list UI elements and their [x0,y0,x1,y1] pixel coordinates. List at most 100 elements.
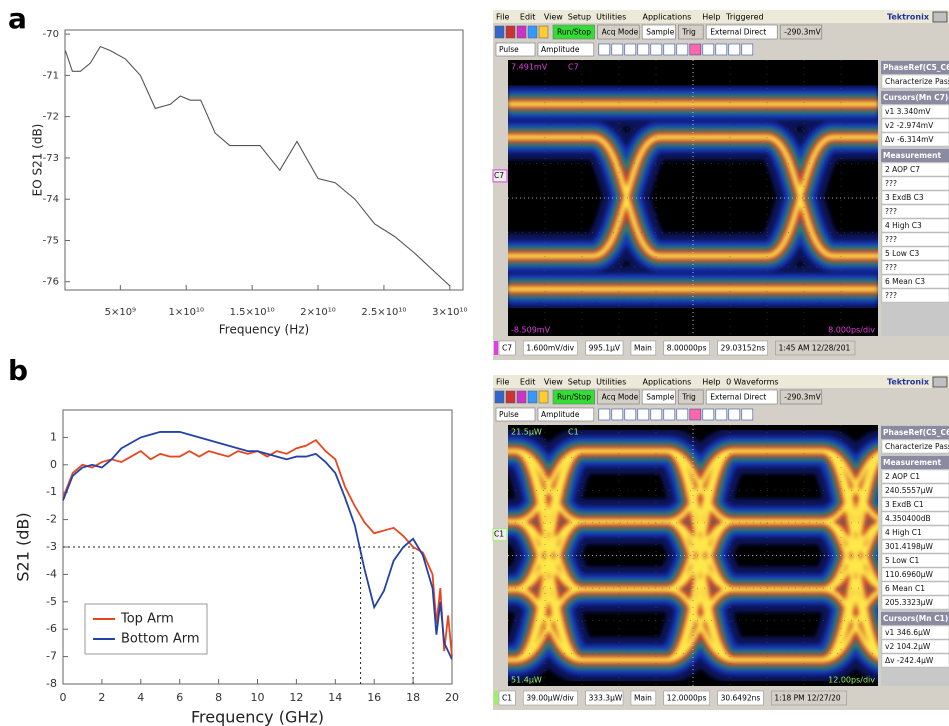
toolbar-icon [598,408,611,421]
x-tick-label: 18 [406,691,420,704]
y-tick-label: -8 [46,677,57,690]
bottom-text: 995.1μV [589,344,621,353]
toolbar-icon [741,43,754,56]
x-tick-label: 16 [367,691,381,704]
screen-label: 51.4μW [511,676,542,685]
bottom-text: Main [634,344,652,353]
toolbar-text: External Direct [710,28,766,37]
bottom-text: 1.600mV/div [526,344,574,353]
y-tick-label: -72 [43,112,59,123]
data-line [62,438,453,657]
toolbar-button [678,389,704,405]
menu-item: Setup [568,378,591,387]
side-item-bg [881,525,949,540]
plot-frame [64,29,464,291]
side-item: ??? [885,235,897,244]
toolbar-button [779,24,823,40]
side-item: 2 AOP C1 [885,472,920,481]
side-item-bg [881,204,949,219]
side-item-bg [881,288,949,303]
x-tick-label: 20 [445,691,459,704]
channel-marker-label: C1 [494,530,504,539]
side-item: 240.5557μW [885,486,934,495]
toolbar-text: Run/Stop [557,393,591,402]
menu-item: Edit [520,378,536,387]
toolbar-icon [676,43,689,56]
dropdown [537,42,595,57]
side-item: Δv -6.314mV [885,135,934,144]
bottom-text: 1:18 PM 12/27/20 [774,694,841,703]
menu-item: Help [702,13,720,22]
side-item: 2 AOP C7 [885,165,920,174]
side-item-bg [881,162,949,177]
side-item: 5 Low C1 [885,556,920,565]
toolbar-text: Trig [681,28,696,37]
toolbar-icon [637,43,650,56]
screen-label: C7 [568,63,579,72]
side-item-bg [881,176,949,191]
side-item-bg [881,246,949,261]
toolbar-text: -290.3mV [784,393,821,402]
bottom-text: 1:45 AM 12/28/201 [779,344,851,353]
toolbar-icon [505,25,516,39]
menu-item: 0 Waveforms [726,378,778,387]
bottom-field [630,340,657,356]
bottom-field [630,690,657,706]
menu-item: View [544,378,563,387]
menu-item: Applications [642,378,691,387]
toolbar-icon [650,43,663,56]
side-item-bg [881,74,949,89]
scope-window: File Edit View Setup Utilities Applications He… [492,375,949,710]
bottom-text: 39.00μW/div [526,694,574,703]
y-tick-label: -1 [46,485,57,498]
side-item: 110.6960μW [885,570,934,579]
side-item: Characterize Pass [885,77,949,86]
y-tick-label: -5 [46,595,57,608]
side-heading: PhaseRef(C5_C6) [883,63,949,72]
legend-label: Bottom Arm [121,632,200,647]
chart: -76 -75 -74 -73 -72 -71 -70 5×10⁹ 1×10¹⁰ 1.5×10¹⁰… [31,29,468,336]
side-item-bg [881,497,949,512]
toolbar-icon [715,43,728,56]
toolbar-button [678,24,704,40]
y-tick-label: -2 [46,513,57,526]
bottom-text: 12.0000ps [667,694,707,703]
toolbar-icon [611,408,624,421]
side-item: 205.3323μW [885,598,934,607]
screen-label: 21.5μW [511,428,542,437]
dropdown-text: Pulse [499,45,519,54]
menu-bar [493,375,949,388]
legend-box [84,603,208,655]
toolbar-icon [715,408,728,421]
panel-label: a [8,2,27,35]
side-item-bg [881,483,949,498]
side-item-bg [881,595,949,610]
toolbar-icon [527,25,538,39]
side-item-bg [881,511,949,526]
toolbar-text: Acq Mode [602,28,639,37]
menu-item: File [496,378,509,387]
bottom-field [717,340,768,356]
toolbar-icon [689,408,702,421]
side-item-bg [881,118,949,133]
channel-marker [492,169,508,183]
toolbar-icon [538,390,549,404]
toolbar-button [552,24,595,40]
side-item-bg [881,132,949,147]
menu-item: Utilities [596,378,626,387]
bottom-text: 333.3μW [589,694,623,703]
toolbar-icon [702,43,715,56]
toolbar-text: Run/Stop [557,28,591,37]
menu-item: Setup [568,13,591,22]
toolbar-icon [702,408,715,421]
y-tick-label: -71 [43,70,59,81]
x-tick-label: 4 [137,691,144,704]
side-item-bg [881,567,949,582]
side-heading: PhaseRef(C5_C6) [883,428,949,437]
menu-item: Applications [642,13,691,22]
side-item: v2 104.2μW [885,642,931,651]
toolbar-icon [505,390,516,404]
y-tick-label: -73 [43,153,59,164]
y-tick-label: 1 [50,430,57,443]
bottom-text: Main [634,694,652,703]
